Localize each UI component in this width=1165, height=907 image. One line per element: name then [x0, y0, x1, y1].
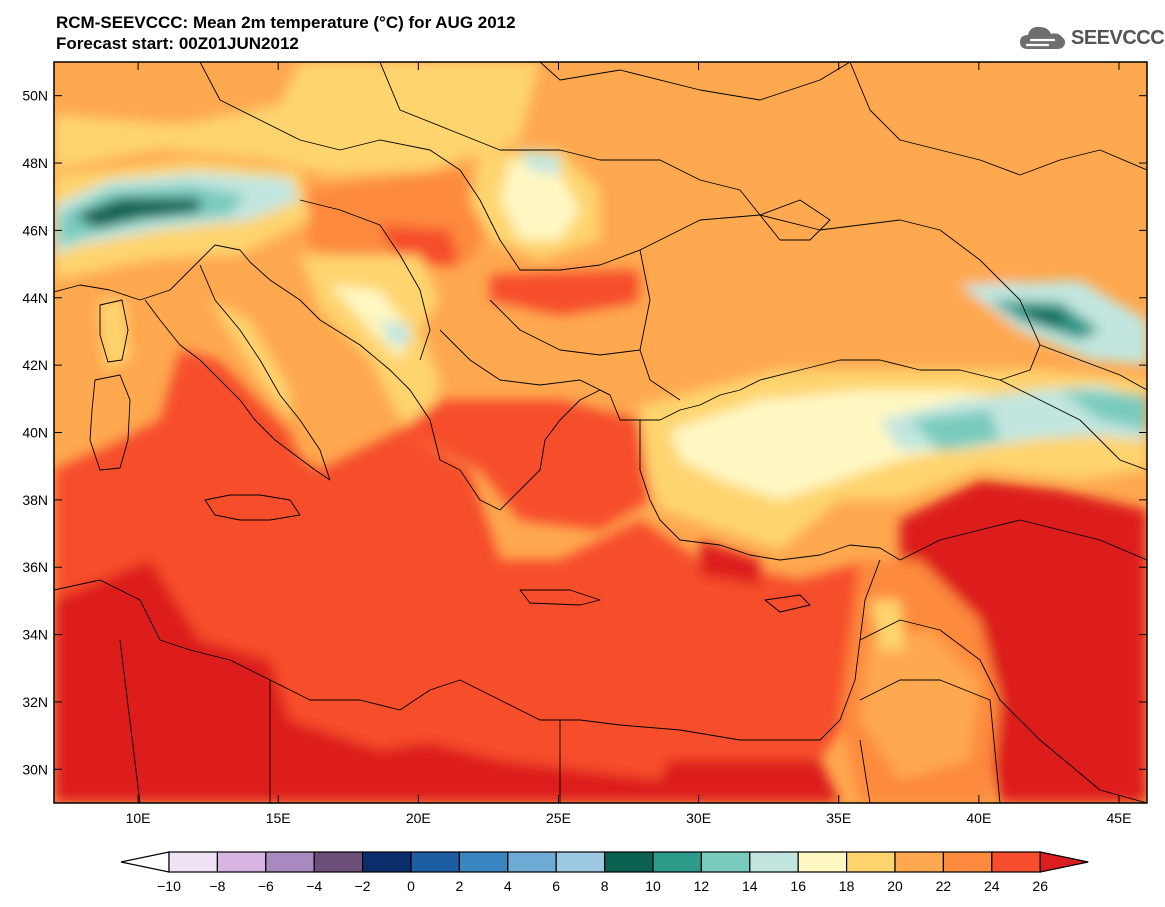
- colorbar-label: 14: [742, 878, 758, 894]
- colorbar: −10 −8 −6 −4 −2 0 2 4 6 8 10 12 14 16 18 20 22 24 26: [120, 851, 1089, 894]
- lat-tick-label: 48N: [22, 155, 48, 171]
- colorbar-label: 20: [887, 878, 903, 894]
- lon-tick-label: 35E: [826, 810, 851, 826]
- title-line-1: RCM-SEEVCCC: Mean 2m temperature (°C) fo…: [56, 13, 516, 32]
- colorbar-label: 18: [839, 878, 855, 894]
- colorbar-box: [942, 851, 993, 873]
- colorbar-box: [749, 851, 799, 873]
- temperature-field: [54, 62, 1147, 803]
- lat-tick-label: 50N: [22, 88, 48, 104]
- colorbar-label: 22: [936, 878, 952, 894]
- colorbar-box: [216, 851, 267, 873]
- axis-ticks: 50N 48N 46N 44N 42N 40N 38N 36N 34N 32N 30N 10E 15E 2…: [22, 62, 1147, 826]
- lat-tick-label: 40N: [22, 425, 48, 441]
- lon-tick-label: 10E: [126, 810, 151, 826]
- lon-tick-label: 30E: [686, 810, 711, 826]
- colorbar-label: 24: [984, 878, 1000, 894]
- lat-tick-label: 44N: [22, 290, 48, 306]
- logo-text: SEEVCCC: [1071, 26, 1165, 49]
- lat-tick-label: 46N: [22, 222, 48, 238]
- colorbar-left-arrow: [120, 851, 170, 873]
- lat-tick-label: 32N: [22, 694, 48, 710]
- lon-tick-label: 40E: [966, 810, 991, 826]
- colorbar-box: [362, 851, 412, 873]
- colorbar-box: [797, 851, 848, 873]
- lat-tick-label: 36N: [22, 559, 48, 575]
- colorbar-box: [410, 851, 461, 873]
- cloud-icon: [1020, 26, 1066, 49]
- colorbar-box: [894, 851, 945, 873]
- colorbar-label: 0: [407, 878, 415, 894]
- colorbar-label: 6: [552, 878, 560, 894]
- colorbar-box: [555, 851, 606, 873]
- colorbar-label: −2: [355, 878, 371, 894]
- lat-tick-label: 38N: [22, 492, 48, 508]
- lat-tick-label: 34N: [22, 627, 48, 643]
- map-title: RCM-SEEVCCC: Mean 2m temperature (°C) fo…: [56, 12, 516, 54]
- colorbar-label: 16: [790, 878, 806, 894]
- colorbar-box: [168, 851, 219, 873]
- colorbar-box: [652, 851, 703, 873]
- lon-tick-label: 25E: [546, 810, 571, 826]
- lon-tick-label: 20E: [406, 810, 431, 826]
- colorbar-label: 2: [456, 878, 464, 894]
- lat-tick-label: 42N: [22, 357, 48, 373]
- lon-tick-label: 15E: [266, 810, 291, 826]
- colorbar-box: [991, 851, 1041, 873]
- colorbar-box: [603, 851, 654, 873]
- colorbar-box: [458, 851, 509, 873]
- colorbar-box: [700, 851, 751, 873]
- seevccc-logo: SEEVCCC: [1018, 20, 1165, 56]
- colorbar-box: [845, 851, 896, 873]
- colorbar-box: [265, 851, 315, 873]
- colorbar-box: [313, 851, 364, 873]
- lat-tick-label: 30N: [22, 761, 48, 777]
- lon-tick-label: 45E: [1107, 810, 1132, 826]
- colorbar-label: −4: [306, 878, 322, 894]
- colorbar-label: 12: [694, 878, 710, 894]
- colorbar-right-arrow: [1039, 851, 1089, 873]
- colorbar-label: −10: [157, 878, 181, 894]
- colorbar-box: [507, 851, 557, 873]
- colorbar-label: −8: [209, 878, 225, 894]
- colorbar-label: −6: [258, 878, 274, 894]
- colorbar-label: 26: [1032, 878, 1048, 894]
- title-line-2: Forecast start: 00Z01JUN2012: [56, 34, 299, 53]
- coastlines: [54, 62, 1147, 803]
- colorbar-label: 10: [645, 878, 661, 894]
- colorbar-label: 8: [601, 878, 609, 894]
- colorbar-label: 4: [504, 878, 512, 894]
